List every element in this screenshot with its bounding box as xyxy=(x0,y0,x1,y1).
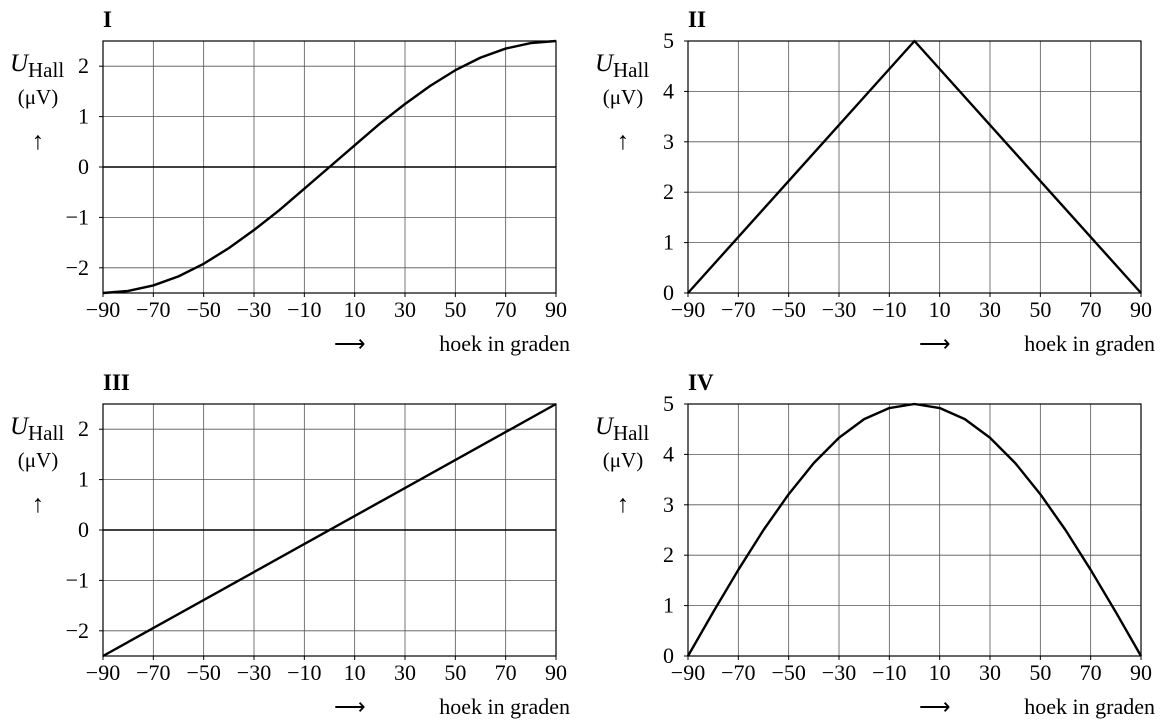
x-tick-label: 50 xyxy=(444,660,466,685)
y-axis-label-symbol: U xyxy=(10,50,30,77)
y-axis-unit: (μV) xyxy=(18,448,58,472)
panel-title: II xyxy=(688,7,706,32)
y-tick-label: 1 xyxy=(663,593,674,618)
y-axis-up-arrow: ↑ xyxy=(617,128,630,155)
x-axis-label: hoek in graden xyxy=(439,694,570,719)
hall-voltage-curve xyxy=(688,41,1141,293)
y-tick-label: 5 xyxy=(663,28,674,53)
x-axis-arrow: ⟶ xyxy=(334,694,366,719)
x-tick-label: −30 xyxy=(822,660,856,685)
x-tick-label: 70 xyxy=(1080,660,1102,685)
x-axis-arrow: ⟶ xyxy=(919,331,951,356)
y-tick-label: −1 xyxy=(66,204,89,229)
x-tick-label: −30 xyxy=(822,297,856,322)
y-tick-label: −2 xyxy=(66,618,89,643)
panel-title: I xyxy=(103,7,112,32)
x-tick-label: −10 xyxy=(287,660,321,685)
hall-voltage-curve xyxy=(688,404,1141,656)
x-tick-label: −90 xyxy=(671,297,705,322)
x-tick-label: −30 xyxy=(237,297,271,322)
y-tick-label: 4 xyxy=(663,78,674,103)
y-tick-label: 2 xyxy=(663,542,674,567)
y-tick-label: 0 xyxy=(78,517,89,542)
x-axis-arrow: ⟶ xyxy=(334,331,366,356)
x-tick-label: 30 xyxy=(394,660,416,685)
x-tick-label: −50 xyxy=(771,297,805,322)
x-tick-label: −50 xyxy=(186,660,220,685)
panel-title: IV xyxy=(688,370,714,395)
y-tick-label: 1 xyxy=(78,104,89,129)
y-tick-label: 1 xyxy=(663,230,674,255)
x-tick-label: −70 xyxy=(136,660,170,685)
x-tick-label: −70 xyxy=(136,297,170,322)
y-axis-label-symbol: U xyxy=(595,413,615,440)
y-tick-label: 2 xyxy=(663,179,674,204)
y-tick-label: 0 xyxy=(663,643,674,668)
x-tick-label: 90 xyxy=(545,297,567,322)
x-tick-label: −10 xyxy=(872,660,906,685)
x-tick-label: −90 xyxy=(671,660,705,685)
x-tick-label: 30 xyxy=(979,297,1001,322)
x-tick-label: 10 xyxy=(344,297,366,322)
x-axis-label: hoek in graden xyxy=(439,331,570,356)
x-tick-label: 90 xyxy=(1130,660,1152,685)
x-tick-label: −50 xyxy=(186,297,220,322)
y-tick-label: 3 xyxy=(663,129,674,154)
x-tick-label: 50 xyxy=(1029,660,1051,685)
y-axis-label-subscript: Hall xyxy=(613,421,649,445)
y-tick-label: 4 xyxy=(663,441,674,466)
y-tick-label: 0 xyxy=(663,280,674,305)
x-tick-label: 10 xyxy=(344,660,366,685)
y-tick-label: 3 xyxy=(663,492,674,517)
y-tick-label: −2 xyxy=(66,255,89,280)
y-tick-label: −1 xyxy=(66,567,89,592)
x-tick-label: −90 xyxy=(86,660,120,685)
x-tick-label: 50 xyxy=(1029,297,1051,322)
y-axis-up-arrow: ↑ xyxy=(32,128,45,155)
x-axis-arrow: ⟶ xyxy=(919,694,951,719)
x-tick-label: 90 xyxy=(1130,297,1152,322)
x-tick-label: 70 xyxy=(495,297,517,322)
y-axis-label-subscript: Hall xyxy=(28,58,64,82)
y-tick-label: 0 xyxy=(78,154,89,179)
plot-frame xyxy=(688,404,1141,656)
y-axis-up-arrow: ↑ xyxy=(617,491,630,518)
y-axis-label-subscript: Hall xyxy=(28,421,64,445)
y-axis-unit: (μV) xyxy=(603,448,643,472)
x-tick-label: 90 xyxy=(545,660,567,685)
panel-title: III xyxy=(103,370,130,395)
y-axis-label-symbol: U xyxy=(10,413,30,440)
x-axis-label: hoek in graden xyxy=(1024,694,1155,719)
x-tick-label: 10 xyxy=(929,297,951,322)
x-tick-label: −70 xyxy=(721,660,755,685)
x-tick-label: 30 xyxy=(979,660,1001,685)
x-tick-label: −90 xyxy=(86,297,120,322)
plot-frame xyxy=(688,41,1141,293)
y-tick-label: 2 xyxy=(78,416,89,441)
x-tick-label: −30 xyxy=(237,660,271,685)
x-axis-label: hoek in graden xyxy=(1024,331,1155,356)
x-tick-label: 70 xyxy=(1080,297,1102,322)
x-tick-label: −50 xyxy=(771,660,805,685)
x-tick-label: 70 xyxy=(495,660,517,685)
x-tick-label: −70 xyxy=(721,297,755,322)
panel-iv: −90 −70 −50 −30 −10 10 30 50 70 90 0 1 2 3 4 5 IV U Hall (μ… xyxy=(595,370,1155,719)
y-tick-label: 1 xyxy=(78,467,89,492)
y-axis-label-symbol: U xyxy=(595,50,615,77)
x-tick-label: 10 xyxy=(929,660,951,685)
x-tick-label: −10 xyxy=(872,297,906,322)
x-tick-label: −10 xyxy=(287,297,321,322)
y-tick-label: 2 xyxy=(78,53,89,78)
panel-ii: −90 −70 −50 −30 −10 10 30 50 70 90 0 1 2 3 4 5 II U Hall (μ… xyxy=(595,7,1155,356)
y-axis-label-subscript: Hall xyxy=(613,58,649,82)
x-tick-label: 30 xyxy=(394,297,416,322)
x-tick-label: 50 xyxy=(444,297,466,322)
y-axis-unit: (μV) xyxy=(18,85,58,109)
y-axis-unit: (μV) xyxy=(603,85,643,109)
y-axis-up-arrow: ↑ xyxy=(32,491,45,518)
y-tick-label: 5 xyxy=(663,391,674,416)
